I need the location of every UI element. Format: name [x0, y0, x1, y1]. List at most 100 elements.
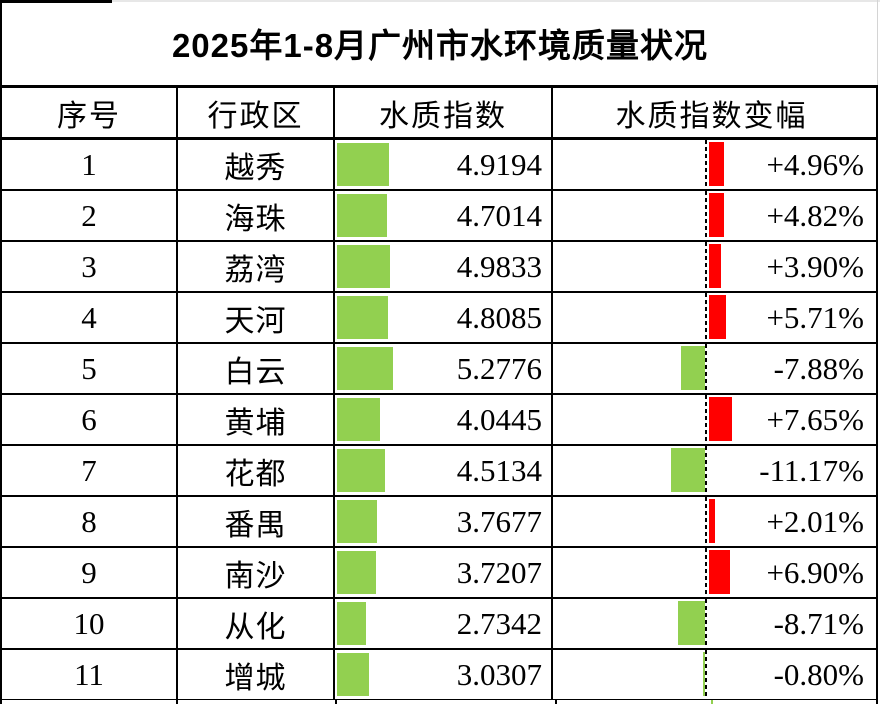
header-label: 序号	[57, 99, 121, 133]
seq-value: 11	[74, 656, 104, 692]
index-value: 4.9194	[456, 146, 542, 182]
table-header-row: 序号 行政区 水质指数 水质指数变幅	[2, 88, 876, 140]
district-name: 海珠	[224, 202, 287, 236]
cell-index[interactable]: 5.2776	[335, 344, 553, 393]
cell-seq[interactable]: 4	[2, 293, 178, 342]
index-value: 3.7207	[456, 554, 542, 590]
table-row: 7 花都 4.5134 -11.17%	[2, 446, 876, 497]
seq-value: 4	[81, 299, 97, 335]
header-cell-district[interactable]: 行政区	[178, 88, 335, 137]
index-data-bar	[337, 500, 377, 543]
seq-value: 9	[81, 554, 97, 590]
cell-change[interactable]: +4.96%	[553, 140, 870, 189]
cell-index[interactable]: 3.7677	[335, 497, 553, 546]
cell-seq[interactable]: 2	[2, 191, 178, 240]
cell-district[interactable]: 从化	[178, 599, 335, 648]
cell-index[interactable]: 2.7342	[335, 599, 553, 648]
change-data-bar	[709, 550, 730, 594]
cell-seq[interactable]: 10	[2, 599, 178, 648]
district-name: 白云	[224, 355, 287, 389]
divider	[335, 700, 337, 704]
index-value: 3.7677	[456, 503, 542, 539]
cell-seq[interactable]: 1	[2, 140, 178, 189]
header-cell-seq[interactable]: 序号	[2, 88, 178, 137]
district-name: 花都	[224, 457, 287, 491]
cell-seq[interactable]: 3	[2, 242, 178, 291]
cell-district[interactable]: 增城	[178, 650, 335, 699]
cell-index[interactable]: 3.7207	[335, 548, 553, 597]
cell-seq[interactable]: 7	[2, 446, 178, 495]
cell-index[interactable]: 4.9194	[335, 140, 553, 189]
title-band: 2025年1-8月广州市水环境质量状况	[0, 0, 880, 85]
district-name: 越秀	[224, 151, 287, 185]
cell-district[interactable]: 荔湾	[178, 242, 335, 291]
change-value: +2.01%	[766, 503, 864, 539]
table-row: 1 越秀 4.9194 +4.96%	[2, 140, 876, 191]
cell-change[interactable]: +7.65%	[553, 395, 870, 444]
cell-seq[interactable]: 11	[2, 650, 178, 699]
district-name: 黄埔	[224, 406, 287, 440]
table-row: 6 黄埔 4.0445 +7.65%	[2, 395, 876, 446]
cell-district[interactable]: 黄埔	[178, 395, 335, 444]
seq-value: 6	[81, 401, 97, 437]
cell-district[interactable]: 番禺	[178, 497, 335, 546]
change-data-bar	[709, 244, 721, 288]
zero-axis-dashed-line	[705, 191, 707, 240]
cell-change[interactable]: +6.90%	[553, 548, 870, 597]
cell-change[interactable]: -0.80%	[553, 650, 870, 699]
cell-district[interactable]: 白云	[178, 344, 335, 393]
change-value: -8.71%	[773, 605, 864, 641]
header-cell-index[interactable]: 水质指数	[335, 88, 553, 137]
header-label: 水质指数	[379, 99, 507, 133]
seq-value: 8	[81, 503, 97, 539]
cell-change[interactable]: -11.17%	[553, 446, 870, 495]
cell-index[interactable]: 4.9833	[335, 242, 553, 291]
index-value: 4.8085	[456, 299, 542, 335]
table-body: 1 越秀 4.9194 +4.96% 2 海珠	[2, 140, 876, 699]
cell-district[interactable]: 越秀	[178, 140, 335, 189]
cell-district[interactable]: 花都	[178, 446, 335, 495]
cell-change[interactable]: +2.01%	[553, 497, 870, 546]
cell-seq[interactable]: 5	[2, 344, 178, 393]
cell-index[interactable]: 4.7014	[335, 191, 553, 240]
cell-seq[interactable]: 6	[2, 395, 178, 444]
cell-seq[interactable]: 9	[2, 548, 178, 597]
district-name: 南沙	[224, 559, 287, 593]
cell-seq[interactable]: 8	[2, 497, 178, 546]
index-data-bar	[337, 551, 376, 594]
cell-change[interactable]: -7.88%	[553, 344, 870, 393]
zero-axis-dashed-line	[705, 650, 707, 699]
cell-change[interactable]: -8.71%	[553, 599, 870, 648]
zero-axis-dashed-line	[705, 395, 707, 444]
cell-change[interactable]: +3.90%	[553, 242, 870, 291]
table-row: 9 南沙 3.7207 +6.90%	[2, 548, 876, 599]
table-row: 11 增城 3.0307 -0.80%	[2, 650, 876, 699]
seq-value: 1	[81, 146, 97, 182]
district-name: 增城	[224, 661, 287, 695]
zero-axis-dashed-line	[705, 497, 707, 546]
cell-district[interactable]: 天河	[178, 293, 335, 342]
cell-change[interactable]: +4.82%	[553, 191, 870, 240]
table-row: 3 荔湾 4.9833 +3.90%	[2, 242, 876, 293]
zero-axis-dashed-line	[705, 548, 707, 597]
zero-axis-dashed-line	[705, 242, 707, 291]
change-data-bar	[709, 142, 724, 186]
index-value: 2.7342	[456, 605, 542, 641]
cell-index[interactable]: 4.0445	[335, 395, 553, 444]
cell-change[interactable]: +5.71%	[553, 293, 870, 342]
table-row: 5 白云 5.2776 -7.88%	[2, 344, 876, 395]
gridline-top	[0, 0, 880, 2]
seq-value: 7	[81, 452, 97, 488]
index-data-bar	[337, 245, 390, 288]
seq-value: 5	[81, 350, 97, 386]
district-name: 荔湾	[224, 253, 287, 287]
header-cell-change[interactable]: 水质指数变幅	[553, 88, 870, 137]
cell-index[interactable]: 4.8085	[335, 293, 553, 342]
seq-value: 10	[73, 605, 105, 641]
cell-district[interactable]: 南沙	[178, 548, 335, 597]
cell-index[interactable]: 3.0307	[335, 650, 553, 699]
cell-district[interactable]: 海珠	[178, 191, 335, 240]
cell-index[interactable]: 4.5134	[335, 446, 553, 495]
divider	[0, 700, 2, 704]
